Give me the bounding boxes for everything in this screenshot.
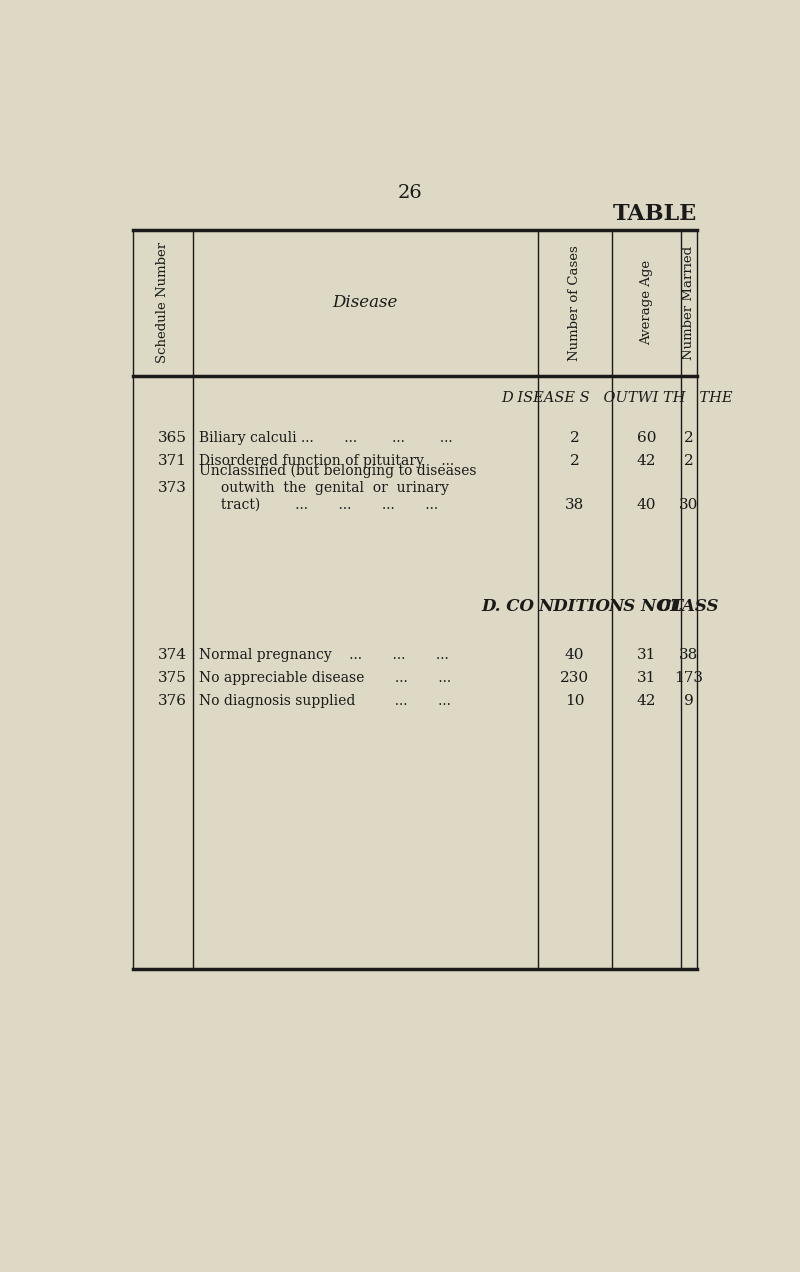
Text: 2: 2 xyxy=(684,454,694,468)
Text: 31: 31 xyxy=(637,670,656,684)
Text: 10: 10 xyxy=(565,695,585,709)
Text: 365: 365 xyxy=(158,430,187,444)
Text: D. CO: D. CO xyxy=(482,598,534,616)
Text: 42: 42 xyxy=(637,454,656,468)
Text: Disease: Disease xyxy=(333,294,398,312)
Text: 2: 2 xyxy=(570,430,579,444)
Text: 38: 38 xyxy=(565,497,584,511)
Text: NS NOT: NS NOT xyxy=(609,598,684,616)
Text: 40: 40 xyxy=(565,647,585,661)
Text: TABLE: TABLE xyxy=(613,204,697,225)
Text: 375: 375 xyxy=(158,670,187,684)
Text: 2: 2 xyxy=(570,454,579,468)
Text: Biliary calculi ...       ...        ...        ...: Biliary calculi ... ... ... ... xyxy=(199,430,453,444)
Text: 40: 40 xyxy=(637,497,656,511)
Text: 230: 230 xyxy=(560,670,590,684)
Text: 30: 30 xyxy=(679,497,698,511)
Text: Normal pregnancy    ...       ...       ...: Normal pregnancy ... ... ... xyxy=(199,647,449,661)
Text: 2: 2 xyxy=(684,430,694,444)
Text: No diagnosis supplied         ...       ...: No diagnosis supplied ... ... xyxy=(199,695,451,709)
Text: 26: 26 xyxy=(398,183,422,202)
Text: NDITIO: NDITIO xyxy=(538,598,610,616)
Text: 9: 9 xyxy=(684,695,694,709)
Text: 60: 60 xyxy=(637,430,656,444)
Text: 376: 376 xyxy=(158,695,187,709)
Text: Number of Cases: Number of Cases xyxy=(568,245,581,361)
Text: Disordered function of pituitary    ...: Disordered function of pituitary ... xyxy=(199,454,454,468)
Text: Unclassified (but belonging to diseases: Unclassified (but belonging to diseases xyxy=(199,463,477,478)
Text: outwith  the  genital  or  urinary: outwith the genital or urinary xyxy=(199,481,449,495)
Text: Schedule Number: Schedule Number xyxy=(156,242,170,364)
Text: Number Married: Number Married xyxy=(682,245,695,360)
Text: tract)        ...       ...       ...       ...: tract) ... ... ... ... xyxy=(199,497,438,511)
Text: 42: 42 xyxy=(637,695,656,709)
Text: 373: 373 xyxy=(158,481,187,495)
Text: Average Age: Average Age xyxy=(640,261,653,346)
Text: 374: 374 xyxy=(158,647,187,661)
Text: 38: 38 xyxy=(679,647,698,661)
Text: CLASS: CLASS xyxy=(658,598,720,616)
Text: D ISEASE S   OUTWI TH   THE: D ISEASE S OUTWI TH THE xyxy=(502,391,733,404)
Text: No appreciable disease       ...       ...: No appreciable disease ... ... xyxy=(199,670,451,684)
Text: 31: 31 xyxy=(637,647,656,661)
Text: 173: 173 xyxy=(674,670,703,684)
Text: 371: 371 xyxy=(158,454,187,468)
